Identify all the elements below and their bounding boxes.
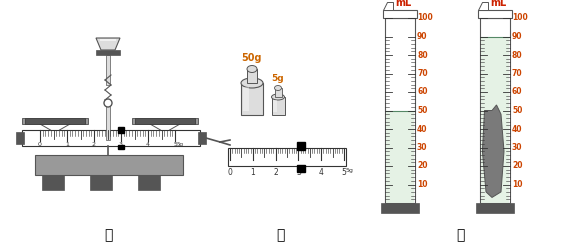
Text: 50g: 50g xyxy=(242,53,263,63)
Text: 1: 1 xyxy=(65,142,69,147)
Text: 50: 50 xyxy=(417,106,428,115)
FancyBboxPatch shape xyxy=(25,118,85,124)
Text: 甲: 甲 xyxy=(104,228,112,242)
Text: 40: 40 xyxy=(417,124,428,134)
Text: 100: 100 xyxy=(512,14,528,22)
FancyBboxPatch shape xyxy=(106,100,110,140)
Text: 5: 5 xyxy=(173,142,177,147)
Text: 80: 80 xyxy=(417,50,428,60)
FancyBboxPatch shape xyxy=(96,50,120,55)
FancyBboxPatch shape xyxy=(100,39,116,41)
FancyBboxPatch shape xyxy=(481,36,509,203)
FancyBboxPatch shape xyxy=(243,87,249,111)
Text: 50: 50 xyxy=(512,106,522,115)
FancyBboxPatch shape xyxy=(106,55,110,85)
FancyBboxPatch shape xyxy=(135,118,195,124)
Text: 90: 90 xyxy=(512,32,523,41)
Text: 3: 3 xyxy=(119,142,123,147)
FancyBboxPatch shape xyxy=(22,130,200,146)
FancyBboxPatch shape xyxy=(85,118,88,124)
FancyBboxPatch shape xyxy=(35,155,183,175)
Text: 4: 4 xyxy=(146,142,150,147)
Text: 乙: 乙 xyxy=(276,228,284,242)
FancyBboxPatch shape xyxy=(132,118,135,124)
Text: 5g: 5g xyxy=(177,142,184,147)
Text: 70: 70 xyxy=(512,69,523,78)
Ellipse shape xyxy=(275,86,282,91)
FancyBboxPatch shape xyxy=(118,145,124,149)
Text: 40: 40 xyxy=(512,124,523,134)
FancyBboxPatch shape xyxy=(195,118,198,124)
Text: 2: 2 xyxy=(273,168,278,177)
FancyBboxPatch shape xyxy=(118,127,124,133)
FancyBboxPatch shape xyxy=(138,175,160,190)
Text: 0: 0 xyxy=(227,168,233,177)
FancyBboxPatch shape xyxy=(381,203,419,213)
Text: 10: 10 xyxy=(512,180,523,189)
Text: 20: 20 xyxy=(417,162,428,170)
FancyBboxPatch shape xyxy=(275,88,282,97)
FancyBboxPatch shape xyxy=(476,203,514,213)
Circle shape xyxy=(104,99,112,107)
Text: 5g: 5g xyxy=(346,168,354,173)
Ellipse shape xyxy=(272,94,284,100)
Text: 4: 4 xyxy=(319,168,324,177)
Text: 60: 60 xyxy=(417,88,428,96)
Text: 3: 3 xyxy=(296,168,301,177)
FancyBboxPatch shape xyxy=(480,18,510,203)
FancyBboxPatch shape xyxy=(297,142,305,150)
FancyBboxPatch shape xyxy=(273,100,277,112)
FancyBboxPatch shape xyxy=(386,110,414,203)
Polygon shape xyxy=(478,2,488,10)
FancyBboxPatch shape xyxy=(42,175,64,190)
Polygon shape xyxy=(383,2,393,10)
Text: 5g: 5g xyxy=(272,74,284,83)
Polygon shape xyxy=(482,105,504,198)
Text: 丙: 丙 xyxy=(456,228,464,242)
Text: 30: 30 xyxy=(512,143,523,152)
Text: 5: 5 xyxy=(342,168,346,177)
FancyBboxPatch shape xyxy=(385,18,415,203)
Text: 10: 10 xyxy=(417,180,428,189)
FancyBboxPatch shape xyxy=(22,118,25,124)
Text: 90: 90 xyxy=(417,32,428,41)
FancyBboxPatch shape xyxy=(478,10,512,18)
Text: mL: mL xyxy=(395,0,411,8)
FancyBboxPatch shape xyxy=(297,165,305,172)
FancyBboxPatch shape xyxy=(198,132,206,144)
FancyBboxPatch shape xyxy=(90,175,112,190)
Text: 20: 20 xyxy=(512,162,523,170)
Text: 1: 1 xyxy=(250,168,255,177)
Polygon shape xyxy=(96,38,120,50)
FancyBboxPatch shape xyxy=(383,10,417,18)
FancyBboxPatch shape xyxy=(241,83,263,115)
Ellipse shape xyxy=(241,78,263,88)
Text: 80: 80 xyxy=(512,50,523,60)
Text: mL: mL xyxy=(490,0,506,8)
Text: 60: 60 xyxy=(512,88,523,96)
FancyBboxPatch shape xyxy=(247,69,257,83)
FancyBboxPatch shape xyxy=(228,148,346,166)
FancyBboxPatch shape xyxy=(16,132,24,144)
Text: 30: 30 xyxy=(417,143,428,152)
Text: 70: 70 xyxy=(417,69,428,78)
FancyBboxPatch shape xyxy=(272,97,285,115)
Ellipse shape xyxy=(247,65,257,73)
Text: 2: 2 xyxy=(92,142,96,147)
Text: 0: 0 xyxy=(38,142,42,147)
Text: 100: 100 xyxy=(417,14,433,22)
